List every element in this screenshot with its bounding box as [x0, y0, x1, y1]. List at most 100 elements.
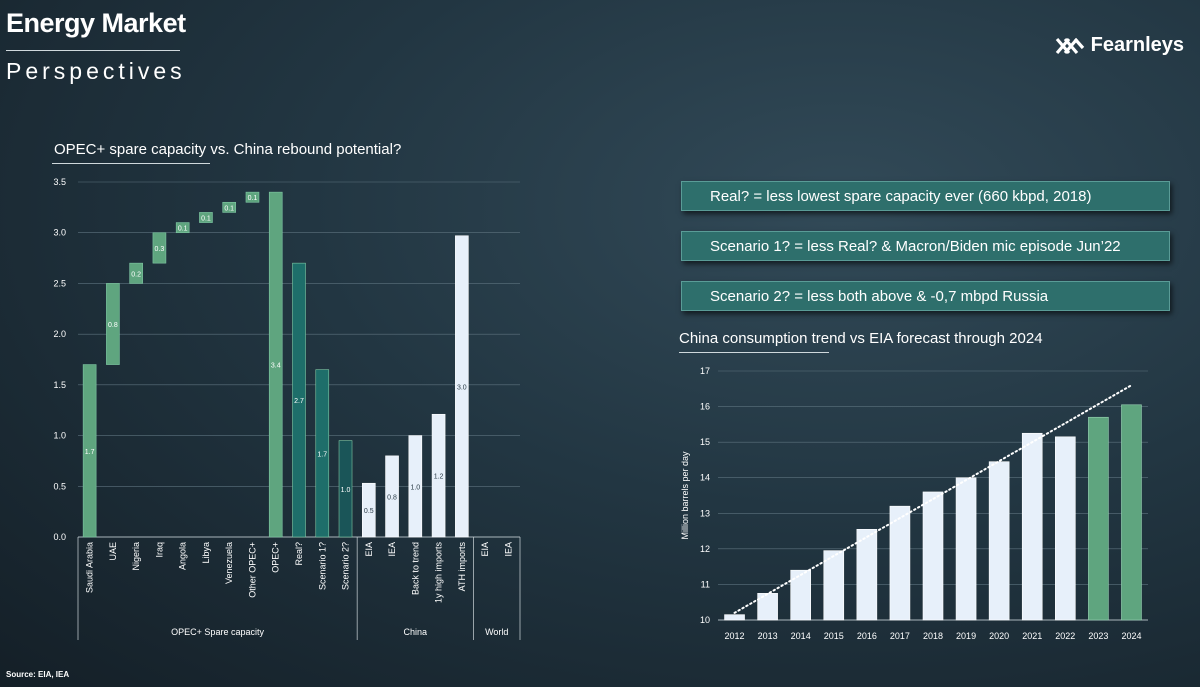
bar [955, 477, 977, 621]
bar-data-label: 1.0 [341, 487, 351, 494]
bar-data-label: 0.1 [248, 195, 258, 202]
x-tick-label: 2016 [857, 631, 877, 641]
bar [129, 262, 143, 284]
x-tick-label: Venezuela [224, 542, 234, 584]
bar [152, 232, 167, 264]
y-tick-label: 15 [700, 437, 710, 447]
x-tick-label: OPEC+ [271, 542, 281, 573]
x-tick-label: Nigeria [131, 542, 141, 571]
bar-data-label: 2.7 [294, 398, 304, 405]
bar [268, 191, 283, 538]
x-tick-label: Other OPEC+ [247, 542, 257, 598]
bar [385, 455, 399, 538]
bar-data-label: 0.5 [364, 508, 374, 515]
y-tick-label: 3.0 [53, 228, 66, 238]
bar-data-label: 0.1 [178, 226, 188, 233]
y-tick-label: 11 [701, 579, 710, 589]
bar-data-label: 0.8 [108, 322, 118, 329]
bar [408, 435, 423, 538]
left-chart-title: OPEC+ spare capacity vs. China rebound p… [54, 141, 402, 158]
group-label: World [485, 627, 508, 637]
x-tick-label: 2019 [956, 631, 976, 641]
group-label: China [404, 627, 428, 637]
x-tick-label: 2012 [725, 631, 745, 641]
x-tick-label: Angola [178, 542, 188, 570]
y-tick-label: 2.5 [53, 278, 66, 288]
bar [988, 461, 1010, 621]
bar-data-label: 0.1 [224, 205, 234, 212]
x-tick-label: Libya [201, 542, 211, 564]
y-tick-label: 12 [700, 544, 710, 554]
bar [338, 440, 353, 538]
x-tick-label: Iraq [154, 542, 164, 558]
y-tick-label: 1.0 [53, 431, 66, 441]
x-tick-label: EIA [480, 542, 490, 557]
bar-data-label: 3.0 [457, 384, 467, 391]
bar-data-label: 0.2 [131, 271, 141, 278]
bar [106, 283, 120, 365]
bar [757, 593, 778, 621]
spare-capacity-chart: 0.0 0.5 1.0 1.5 2.0 2.5 3.0 3.5 1.7 Saudi Arabia 0… [53, 177, 521, 640]
bar [1021, 432, 1043, 621]
y-tick-label: 2.0 [53, 329, 66, 339]
y-tick-label: 17 [700, 366, 710, 376]
china-consumption-chart: 10 11 12 13 14 15 16 17 Million barrels per day 2… [680, 366, 1148, 641]
y-tick-label: 3.5 [53, 177, 66, 187]
bar [222, 201, 237, 213]
x-tick-label: EIA [364, 542, 374, 557]
x-tick-label: 2023 [1088, 631, 1108, 641]
y-tick-label: 14 [700, 473, 710, 483]
bar-data-label: 1.7 [317, 451, 327, 458]
bar [199, 212, 213, 223]
fearnleys-logo-icon [1055, 37, 1084, 54]
bar [724, 614, 745, 621]
bar [922, 491, 944, 621]
x-tick-label: IEA [387, 542, 397, 557]
bar-data-label: 0.8 [387, 494, 397, 501]
bar [1121, 404, 1142, 621]
bar [1055, 436, 1076, 621]
x-tick-label: 1y high imports [434, 542, 444, 604]
right-chart-title-rule [679, 352, 829, 353]
x-tick-label: 2013 [758, 631, 778, 641]
right-chart-title: China consumption trend vs EIA forecast … [679, 330, 1043, 347]
bar [175, 222, 190, 234]
bar-data-label: 1.0 [410, 484, 420, 491]
callout-real: Real? = less lowest spare capacity ever … [681, 181, 1170, 211]
x-tick-label: IEA [503, 542, 513, 557]
bar-data-label: 0.1 [201, 216, 211, 223]
bar-data-label: 3.4 [271, 363, 281, 370]
x-tick-label: Real? [294, 542, 304, 566]
x-tick-label: 2021 [1022, 631, 1042, 641]
x-tick-label: 2022 [1055, 631, 1075, 641]
x-tick-label: Saudi Arabia [85, 542, 95, 593]
brand-logo: Fearnleys [1055, 34, 1184, 57]
left-chart-title-rule [52, 163, 210, 164]
bar [292, 262, 306, 538]
x-tick-label: 2014 [791, 631, 811, 641]
y-tick-label: 10 [700, 615, 710, 625]
y-tick-label: 1.5 [53, 380, 66, 390]
bar [889, 505, 911, 621]
bar-data-label: 1.2 [434, 474, 444, 481]
x-tick-label: 2017 [890, 631, 910, 641]
x-tick-label: 2018 [923, 631, 943, 641]
page-title: Energy Market [6, 8, 186, 38]
bar [790, 569, 811, 621]
bar [1088, 416, 1109, 621]
y-axis-label: Million barrels per day [680, 451, 690, 540]
bar-data-label: 1.7 [85, 449, 95, 456]
callout-scenario-1: Scenario 1? = less Real? & Macron/Biden … [681, 231, 1170, 261]
x-tick-label: 2015 [824, 631, 844, 641]
x-tick-label: ATH imports [457, 542, 467, 592]
title-divider [6, 50, 180, 51]
bar [431, 413, 446, 538]
brand-name: Fearnleys [1090, 34, 1184, 56]
y-tick-label: 0.0 [53, 532, 66, 542]
bar [361, 482, 376, 538]
bar [245, 191, 260, 203]
x-tick-label: Scenario 2? [341, 542, 351, 590]
x-tick-label: Back to trend [410, 542, 420, 595]
x-tick-label: 2020 [989, 631, 1009, 641]
callout-scenario-2: Scenario 2? = less both above & -0,7 mbp… [681, 281, 1170, 311]
